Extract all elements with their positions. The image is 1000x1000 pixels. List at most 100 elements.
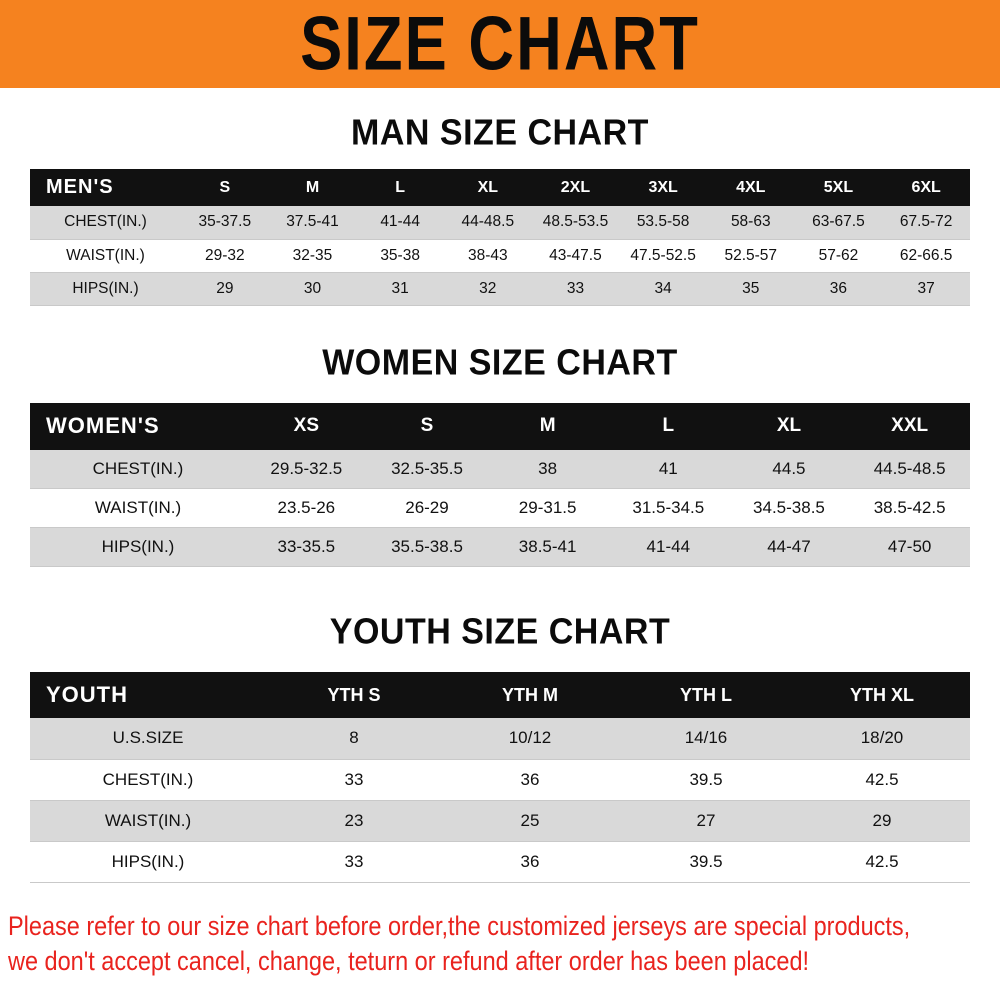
order-policy-note: Please refer to our size chart before or… — [8, 909, 1000, 979]
size-value-cell: 33 — [566, 279, 585, 297]
size-value-cell: 31.5-34.5 — [632, 498, 705, 517]
size-column-header: XL — [443, 169, 532, 206]
table-title-cell: MEN'S — [30, 169, 181, 206]
size-value-cell: 33-35.5 — [277, 537, 336, 556]
size-value-cell: 35.5-38.5 — [391, 537, 463, 556]
size-value-cell: 41-44 — [380, 213, 420, 231]
youth-size-section: YOUTH SIZE CHART YOUTH YTH S YTH M YTH L YTH… — [0, 612, 1000, 883]
size-value-cell: 36 — [829, 279, 848, 297]
size-value-cell: 35-38 — [380, 246, 420, 264]
row-label: CHEST(IN.) — [64, 213, 147, 231]
size-value-cell: 29 — [216, 279, 234, 297]
table-row: WAIST(IN.) 23 25 27 29 — [30, 800, 970, 841]
title-banner: SIZE CHART — [0, 0, 1000, 88]
size-value-cell: 29-32 — [205, 246, 245, 264]
size-value-cell: 36 — [520, 769, 540, 789]
size-chart-page: SIZE CHART MAN SIZE CHART MEN'S S M L XL 2XL 3… — [0, 0, 1000, 979]
row-label: HIPS(IN.) — [111, 851, 185, 871]
size-column-header: XL — [728, 402, 850, 450]
table-row: CHEST(IN.) 35-37.5 37.5-41 41-44 44-48.5 48.5… — [30, 206, 970, 239]
table-row: CHEST(IN.) 29.5-32.5 32.5-35.5 38 41 44.5 44.5… — [30, 449, 970, 489]
size-value-cell: 34.5-38.5 — [753, 498, 825, 517]
size-value-cell: 38.5-42.5 — [873, 498, 946, 517]
table-row: HIPS(IN.) 33-35.5 35.5-38.5 38.5-41 41-44 44-… — [30, 527, 970, 567]
table-header-row: YOUTH YTH S YTH M YTH L YTH XL — [30, 672, 970, 718]
man-section-heading: MAN SIZE CHART — [351, 113, 649, 153]
size-value-cell: 43-47.5 — [549, 246, 602, 264]
size-value-cell: 31 — [391, 279, 409, 297]
mens-size-table: MEN'S S M L XL 2XL 3XL 4XL 5XL 6XL CHEST(IN.) 35-37… — [30, 169, 970, 306]
man-size-section: MAN SIZE CHART MEN'S S M L XL 2XL 3XL 4XL 5XL 6XL… — [0, 113, 1000, 306]
size-value-cell: 44.5 — [772, 458, 806, 478]
size-value-cell: 39.5 — [689, 851, 723, 871]
policy-line-2-text: we don't accept cancel, change, teturn o… — [8, 945, 810, 976]
size-value-cell: 10/12 — [508, 728, 552, 748]
size-value-cell: 41-44 — [646, 537, 691, 556]
size-value-cell: 27 — [696, 810, 716, 830]
size-value-cell: 41 — [658, 458, 678, 478]
size-value-cell: 52.5-57 — [724, 246, 778, 264]
table-row: WAIST(IN.) 29-32 32-35 35-38 38-43 43-47.5 47.… — [30, 239, 970, 272]
row-label: HIPS(IN.) — [101, 537, 175, 556]
size-value-cell: 63-67.5 — [812, 213, 865, 231]
size-column-header: 4XL — [706, 169, 795, 206]
size-value-cell: 30 — [303, 279, 322, 297]
size-value-cell: 42.5 — [865, 851, 899, 871]
size-column-header: M — [487, 402, 608, 450]
size-value-cell: 38-43 — [467, 246, 508, 264]
size-value-cell: 29 — [872, 810, 892, 830]
size-value-cell: 23 — [344, 810, 364, 830]
size-column-header: 2XL — [531, 169, 620, 206]
size-column-header: S — [181, 169, 269, 206]
size-value-cell: 26-29 — [405, 498, 449, 517]
womens-size-table: WOMEN'S XS S M L XL XXL CHEST(IN.) 29.5-32.5 32.5… — [30, 402, 970, 568]
size-column-header: 3XL — [619, 169, 707, 206]
size-value-cell: 38.5-41 — [518, 537, 577, 556]
table-header-row: MEN'S S M L XL 2XL 3XL 4XL 5XL 6XL — [30, 169, 970, 206]
size-value-cell: 14/16 — [684, 728, 728, 748]
size-value-cell: 44-48.5 — [461, 213, 515, 231]
size-value-cell: 62-66.5 — [899, 246, 953, 264]
table-title-cell: YOUTH — [30, 672, 266, 718]
size-value-cell: 44-47 — [767, 537, 811, 556]
women-size-section: WOMEN SIZE CHART WOMEN'S XS S M L XL XXL CHEST(… — [0, 343, 1000, 568]
page-title: SIZE CHART — [300, 1, 700, 87]
row-label: U.S.SIZE — [112, 728, 184, 748]
size-value-cell: 35 — [742, 279, 760, 297]
size-column-header: L — [607, 402, 729, 450]
table-title-cell: WOMEN'S — [30, 402, 246, 450]
size-column-header: XS — [246, 402, 367, 450]
size-value-cell: 8 — [349, 728, 359, 748]
row-label: WAIST(IN.) — [94, 498, 182, 517]
size-value-cell: 29.5-32.5 — [270, 458, 343, 478]
table-row: CHEST(IN.) 33 36 39.5 42.5 — [30, 759, 970, 800]
row-label: CHEST(IN.) — [92, 458, 184, 478]
size-value-cell: 32-35 — [292, 246, 333, 264]
size-value-cell: 37.5-41 — [286, 213, 339, 231]
size-column-header: S — [366, 402, 488, 450]
table-row: HIPS(IN.) 33 36 39.5 42.5 — [30, 841, 970, 882]
size-column-header: YTH XL — [794, 672, 970, 718]
size-value-cell: 47-50 — [887, 537, 932, 556]
size-value-cell: 29-31.5 — [518, 498, 577, 517]
size-value-cell: 48.5-53.5 — [542, 213, 609, 231]
size-value-cell: 44.5-48.5 — [873, 458, 946, 478]
table-header-row: WOMEN'S XS S M L XL XXL — [30, 402, 970, 450]
size-column-header: 5XL — [794, 169, 883, 206]
table-row: U.S.SIZE 8 10/12 14/16 18/20 — [30, 718, 970, 759]
size-value-cell: 32 — [479, 279, 497, 297]
size-value-cell: 35-37.5 — [198, 213, 252, 231]
size-value-cell: 32.5-35.5 — [391, 458, 463, 478]
size-value-cell: 42.5 — [865, 769, 899, 789]
size-value-cell: 33 — [344, 769, 364, 789]
row-label: WAIST(IN.) — [66, 246, 145, 264]
size-column-header: YTH M — [442, 672, 618, 718]
table-row: HIPS(IN.) 29 30 31 32 33 34 35 36 37 — [30, 272, 970, 305]
row-label: WAIST(IN.) — [104, 810, 192, 830]
size-column-header: XXL — [849, 402, 970, 450]
size-value-cell: 47.5-52.5 — [630, 246, 696, 264]
size-value-cell: 37 — [917, 279, 935, 297]
size-column-header: YTH L — [618, 672, 794, 718]
size-value-cell: 39.5 — [689, 769, 723, 789]
youth-size-table: YOUTH YTH S YTH M YTH L YTH XL U.S.SIZE 8 10/12… — [30, 672, 970, 883]
